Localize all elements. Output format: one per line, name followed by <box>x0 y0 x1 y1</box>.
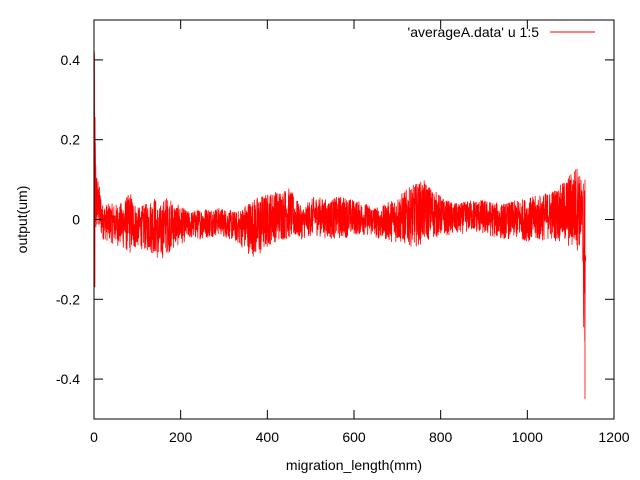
y-tick-label: -0.4 <box>56 371 80 387</box>
x-tick-label: 600 <box>342 429 366 445</box>
legend: 'averageA.data' u 1:5 <box>408 24 595 40</box>
x-axis-label: migration_length(mm) <box>286 457 422 473</box>
y-tick-label: 0.4 <box>61 52 81 68</box>
legend-label: 'averageA.data' u 1:5 <box>408 24 540 40</box>
series-layer <box>93 20 587 419</box>
series-line <box>93 20 587 419</box>
ticks-layer: 0 200 400 600 800 1000 1200 -0.4 -0.2 0 0.2 0.4 <box>56 20 630 445</box>
x-tick-label: 1200 <box>598 429 629 445</box>
x-tick-label: 800 <box>429 429 453 445</box>
y-tick-label: -0.2 <box>56 291 80 307</box>
y-tick-label: 0.2 <box>61 132 81 148</box>
y-tick-label: 0 <box>72 212 80 228</box>
x-tick-label: 200 <box>169 429 193 445</box>
x-tick-label: 0 <box>90 429 98 445</box>
x-tick-label: 1000 <box>512 429 543 445</box>
y-axis-label: output(um) <box>14 186 30 254</box>
x-tick-label: 400 <box>256 429 280 445</box>
